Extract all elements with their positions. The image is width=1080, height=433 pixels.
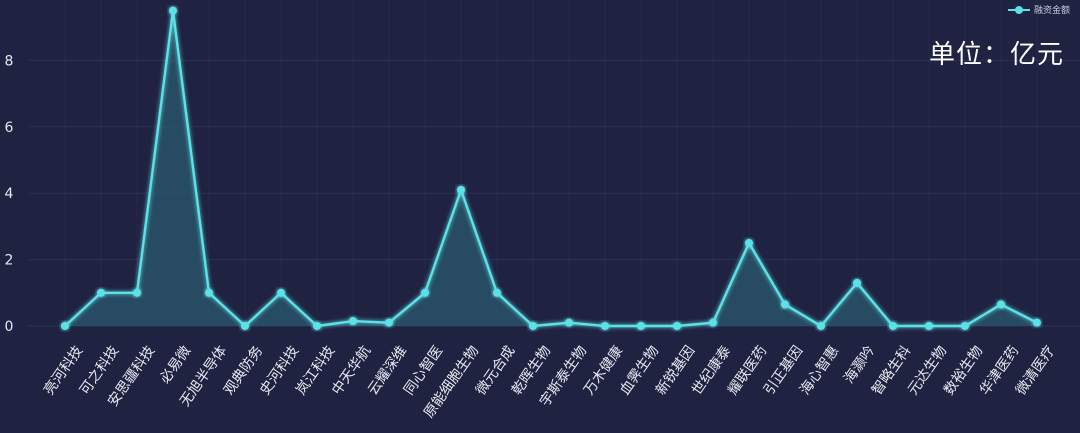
y-axis-ticks: 0 2 4 6 8 xyxy=(5,53,14,335)
area-fill xyxy=(65,10,1037,326)
data-points xyxy=(61,6,1041,330)
data-point[interactable] xyxy=(529,322,537,330)
data-point[interactable] xyxy=(349,317,357,326)
series-line xyxy=(64,9,1038,328)
data-point[interactable] xyxy=(745,239,753,247)
data-point[interactable] xyxy=(997,300,1005,309)
data-point[interactable] xyxy=(853,278,861,287)
y-tick-label: 2 xyxy=(5,253,14,269)
data-point[interactable] xyxy=(1033,318,1041,327)
y-tick-label: 4 xyxy=(5,186,14,202)
legend: 融资金额 xyxy=(1007,3,1070,16)
unit-label: 单位：亿元 xyxy=(928,40,1064,70)
data-point[interactable] xyxy=(781,300,789,309)
x-tick-label: 海灏吟 xyxy=(840,343,878,387)
x-axis-ticks: 亮河科技可之科技安思疆科技必易微无旭半导体观典防务史河科技岚江科技中天华航云耀深… xyxy=(40,343,1058,422)
data-point[interactable] xyxy=(241,322,249,330)
data-point[interactable] xyxy=(313,322,321,330)
series-line-group xyxy=(64,9,1038,328)
data-point[interactable] xyxy=(277,288,285,297)
y-tick-label: 0 xyxy=(5,319,14,335)
data-point[interactable] xyxy=(457,185,465,194)
data-point[interactable] xyxy=(493,288,501,297)
legend-marker-icon xyxy=(1007,5,1030,15)
x-tick-label: 必易微 xyxy=(157,343,194,387)
data-point[interactable] xyxy=(961,322,969,330)
data-point[interactable] xyxy=(601,322,609,330)
data-point[interactable] xyxy=(925,322,933,330)
grid xyxy=(28,0,1080,327)
data-point[interactable] xyxy=(205,288,213,297)
data-point[interactable] xyxy=(709,318,717,327)
series-area xyxy=(65,10,1037,326)
data-point[interactable] xyxy=(61,322,69,330)
data-point[interactable] xyxy=(97,288,105,297)
y-tick-label: 6 xyxy=(5,120,14,136)
data-point[interactable] xyxy=(169,6,177,15)
data-point[interactable] xyxy=(565,318,573,327)
data-point[interactable] xyxy=(385,318,393,327)
data-point[interactable] xyxy=(817,322,825,330)
data-point[interactable] xyxy=(673,322,681,330)
legend-label: 融资金额 xyxy=(1033,6,1070,16)
data-point[interactable] xyxy=(637,322,645,330)
data-point[interactable] xyxy=(889,322,897,330)
y-tick-label: 8 xyxy=(5,53,14,69)
data-point[interactable] xyxy=(133,288,141,297)
data-point[interactable] xyxy=(421,288,429,297)
